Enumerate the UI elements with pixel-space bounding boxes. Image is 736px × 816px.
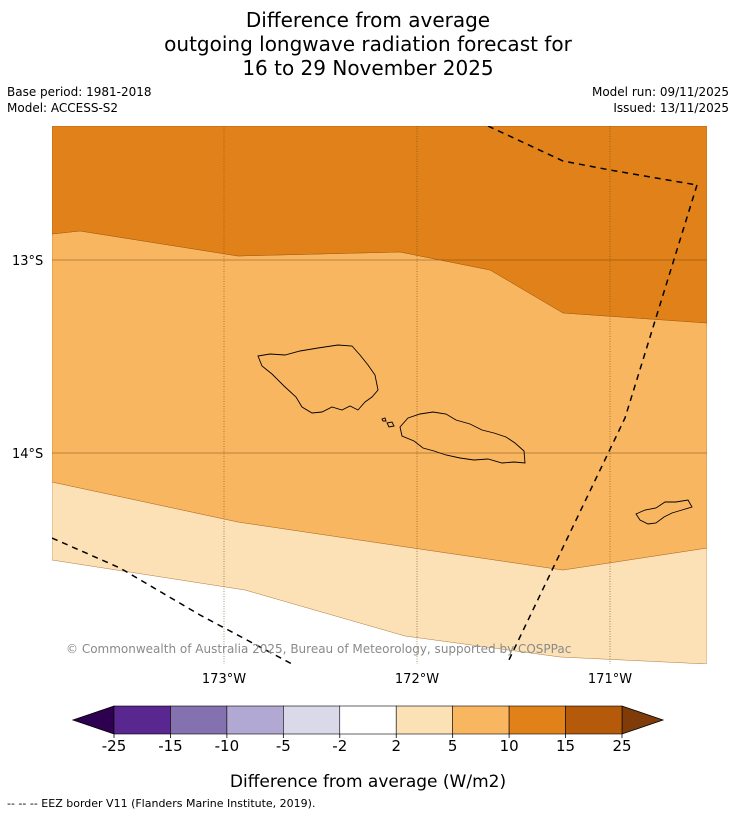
colorbar-tick-label: -15 [158,737,183,755]
title-line-2: outgoing longwave radiation forecast for [164,32,572,56]
meta-left: Base period: 1981-2018 Model: ACCESS-S2 [7,84,152,116]
island-tutuila [635,499,693,525]
title-line-3: 16 to 29 November 2025 [242,56,494,80]
colorbar-tick-label: 25 [612,737,631,755]
eez-footnote: -- -- -- EEZ border V11 (Flanders Marine… [7,797,316,810]
colorbar-swatch [170,705,228,735]
colorbar-tick-label: 5 [448,737,458,755]
colorbar-extend-over [621,705,665,735]
issued-date: Issued: 13/11/2025 [613,101,729,115]
colorbar-extend-under [71,705,115,735]
colorbar-swatch [452,705,510,735]
colorbar-swatch [283,705,341,735]
island-manono [386,421,395,428]
islands [257,344,693,525]
lon-label-173w: 173°W [202,672,246,687]
base-period: Base period: 1981-2018 [7,85,152,99]
lat-label-14s: 14°S [12,447,43,462]
title-line-1: Difference from average [245,8,491,32]
eez-border-southwest [52,537,293,664]
copyright-text: © Commonwealth of Australia 2025, Bureau… [66,642,571,656]
colorbar-swatch [339,705,397,735]
colorbar-swatch [565,705,623,735]
lon-label-171w: 171°W [588,672,632,687]
model-name: Model: ACCESS-S2 [7,101,119,115]
colorbar-tick-label: 15 [556,737,575,755]
island-savaii [257,344,379,414]
colorbar-tick-label: 10 [500,737,519,755]
colorbar-swatch [113,705,171,735]
colorbar-tick-label: 2 [391,737,401,755]
model-run: Model run: 09/11/2025 [591,85,729,99]
colorbar-tick-label: -25 [102,737,127,755]
colorbar-swatch [226,705,284,735]
island-upolu [399,411,526,464]
colorbar-tick-label: -2 [332,737,347,755]
island-apolima [381,417,387,422]
band-10-15 [52,126,707,324]
graticule [52,126,707,664]
colorbar-swatch [395,705,453,735]
chart-title: Difference from average outgoing longwav… [0,8,736,80]
lon-label-172w: 172°W [395,672,439,687]
colorbar-label: Difference from average (W/m2) [229,772,507,792]
eez-border-east [506,184,698,664]
colorbar: -25 -15 -10 -5 -2 2 5 10 15 25 [71,705,665,755]
colorbar-tick-label: -10 [215,737,240,755]
colorbar-swatch [508,705,566,735]
map-area [52,126,707,664]
meta-right: Model run: 09/11/2025 Issued: 13/11/2025 [592,84,729,116]
eez-borders [52,126,698,664]
colorbar-tick-label: -5 [276,737,291,755]
lat-label-13s: 13°S [12,254,43,269]
